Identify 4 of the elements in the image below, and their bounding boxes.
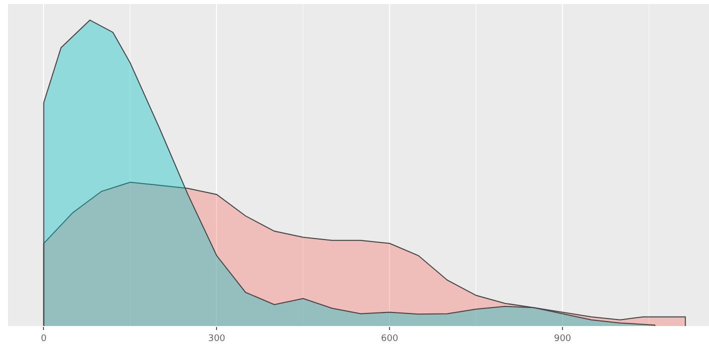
x-tick-label: 0 — [40, 334, 47, 344]
x-tick-label: 300 — [208, 334, 226, 344]
x-tick-label: 900 — [554, 334, 572, 344]
x-tick-label: 600 — [381, 334, 398, 344]
